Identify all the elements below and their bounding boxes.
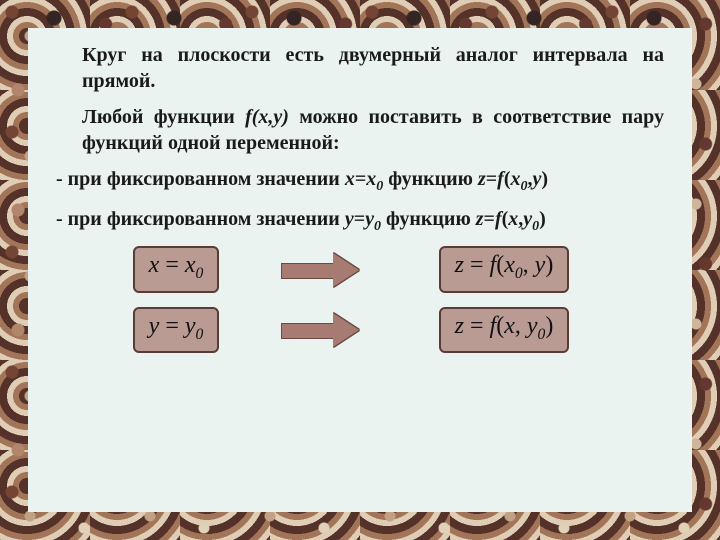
- b2-eq2-a1: x: [508, 208, 518, 230]
- r2l-rhs: y: [185, 313, 196, 339]
- paragraph-2: Любой функции f(x,y) можно поставить в с…: [56, 104, 664, 156]
- r1l-rhs: x: [185, 252, 196, 278]
- b1-eq2-r: f: [497, 168, 504, 190]
- box-x-eq-x0: x = x0: [133, 246, 220, 292]
- b1-eq1-l: x: [345, 168, 355, 190]
- p2-pre: Любой функции: [82, 106, 245, 128]
- slide-content: Круг на плоскости есть двумерный аналог …: [28, 28, 692, 512]
- b2-eq2-r: f: [495, 208, 502, 230]
- b1-eq1-r: x: [366, 168, 376, 190]
- r2l-eq: =: [159, 313, 185, 339]
- bullet-1: - при фиксированном значении x=x0 функци…: [56, 166, 664, 196]
- diagram-row-2: y = y0 z = f(x, y0): [56, 307, 664, 353]
- b1-eq2-close: ): [541, 168, 548, 190]
- r2l-sub: 0: [196, 326, 204, 343]
- r1r-a1: x: [504, 252, 515, 278]
- r1r-a2: y: [535, 252, 546, 278]
- p2-fn: f(x,y): [245, 106, 289, 128]
- r2r-sep: ,: [515, 313, 527, 339]
- diagram-row-1: x = x0 z = f(x0, y): [56, 246, 664, 292]
- row1-left-wrap: x = x0: [111, 246, 241, 292]
- r1r-close: ): [545, 252, 553, 278]
- b2-eq1-l: y: [345, 208, 354, 230]
- box-y-eq-y0: y = y0: [133, 307, 220, 353]
- r2r-a1: x: [504, 313, 515, 339]
- b1-pre: - при фиксированном значении: [56, 168, 345, 190]
- r1l-var: x: [149, 252, 160, 278]
- bullet-2: - при фиксированном значении y=y0 функци…: [56, 206, 664, 236]
- b1-eq2-l: z: [478, 168, 486, 190]
- r2r-a2: y: [527, 313, 538, 339]
- formula-diagram: x = x0 z = f(x0, y) y = y0 z = f(x, y0): [56, 246, 664, 353]
- row2-left-wrap: y = y0: [111, 307, 241, 353]
- b2-eq1-r: y: [365, 208, 374, 230]
- arrow-icon: [281, 253, 359, 287]
- b2-eq2-a2: y: [523, 208, 532, 230]
- r1l-eq: =: [159, 252, 185, 278]
- r2r-lhs: z: [455, 313, 464, 339]
- b1-eq2-open: (: [504, 168, 511, 190]
- r2l-var: y: [149, 313, 160, 339]
- b2-pre: - при фиксированном значении: [56, 208, 345, 230]
- r2r-eq: =: [464, 313, 490, 339]
- b1-eq2-a1sub: 0: [521, 179, 528, 194]
- r2r-close: ): [545, 313, 553, 339]
- b1-mid: функцию: [383, 168, 478, 190]
- paragraph-1: Круг на плоскости есть двумерный аналог …: [56, 42, 664, 94]
- b1-eq2-a1: x: [511, 168, 521, 190]
- arrow-icon: [281, 313, 359, 347]
- r1r-lhs: z: [455, 252, 464, 278]
- r1r-a1sub: 0: [515, 265, 523, 282]
- box-z-eq-fxy0: z = f(x, y0): [439, 307, 570, 353]
- b2-eq2-l: z: [476, 208, 484, 230]
- r1r-eq: =: [464, 252, 490, 278]
- r1r-sep: ,: [523, 252, 535, 278]
- b2-eq2-close: ): [539, 208, 546, 230]
- b2-mid: функцию: [381, 208, 476, 230]
- row1-right-wrap: z = f(x0, y): [399, 246, 609, 292]
- box-z-eq-fx0y: z = f(x0, y): [439, 246, 570, 292]
- row2-right-wrap: z = f(x, y0): [399, 307, 609, 353]
- r1l-sub: 0: [196, 265, 204, 282]
- b2-eq1-sub: 0: [374, 219, 381, 234]
